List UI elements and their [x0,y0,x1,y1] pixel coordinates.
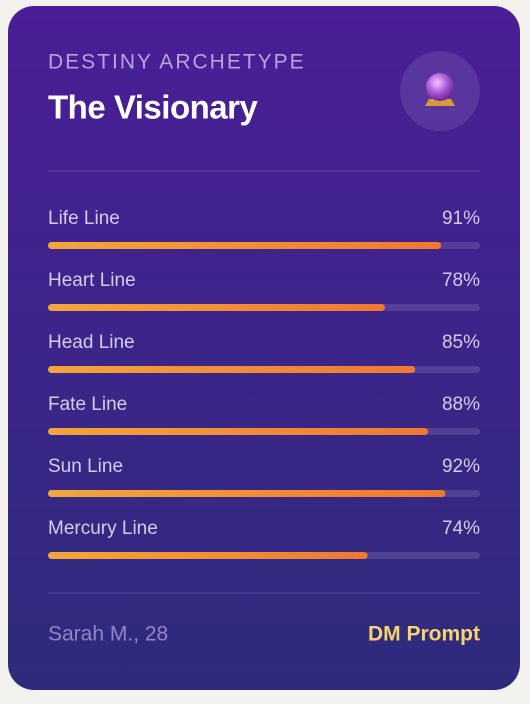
bar-fill [48,242,442,249]
line-name: Sun Line [48,456,123,477]
line-percent: 78% [442,270,480,291]
line-name: Heart Line [48,270,136,291]
dm-prompt-button[interactable]: DM Prompt [368,623,480,646]
bar-fill [48,366,416,373]
line-list: Life Line 91% Heart Line 78% Head Line 85% Fat… [48,208,480,559]
line-percent: 92% [442,456,480,477]
archetype-label: DESTINY ARCHETYPE [48,51,306,74]
line-percent: 74% [442,518,480,539]
bar-fill [48,428,429,435]
line-name: Head Line [48,332,135,353]
line-percent: 91% [442,208,480,229]
line-name: Life Line [48,208,120,229]
bar-fill [48,552,368,559]
crystal-ball-icon [400,51,480,131]
archetype-title: The Visionary [48,89,258,126]
line-percent: 88% [442,394,480,415]
line-name: Fate Line [48,394,127,415]
card [8,6,520,690]
bar-fill [48,490,446,497]
user-info: Sarah M., 28 [48,623,168,646]
bar-fill [48,304,385,311]
line-name: Mercury Line [48,518,158,539]
line-percent: 85% [442,332,480,353]
